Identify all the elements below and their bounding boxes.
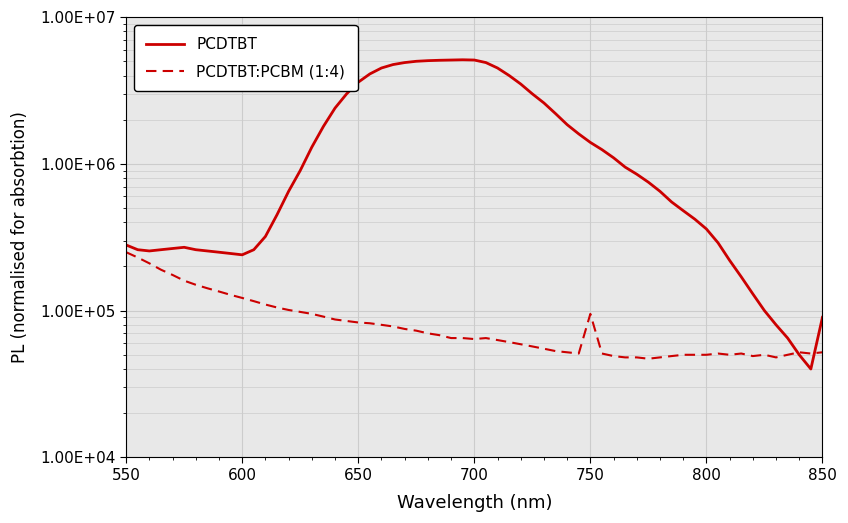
PCDTBT:PCBM (1:4) bbox=[538, 346, 549, 352]
PCDTBT bbox=[260, 233, 271, 240]
PCDTBT:PCBM (1:4) bbox=[121, 249, 131, 255]
PCDTBT bbox=[806, 366, 816, 372]
PCDTBT:PCBM (1:4) bbox=[736, 350, 746, 357]
PCDTBT bbox=[365, 71, 375, 77]
X-axis label: Wavelength (nm): Wavelength (nm) bbox=[397, 494, 552, 512]
Line: PCDTBT:PCBM (1:4): PCDTBT:PCBM (1:4) bbox=[126, 252, 823, 359]
Y-axis label: PL (normalised for absorbtion): PL (normalised for absorbtion) bbox=[11, 111, 29, 363]
PCDTBT bbox=[458, 56, 468, 63]
PCDTBT:PCBM (1:4) bbox=[644, 356, 654, 362]
PCDTBT bbox=[121, 242, 131, 248]
PCDTBT bbox=[550, 110, 561, 117]
PCDTBT:PCBM (1:4) bbox=[260, 301, 271, 308]
PCDTBT:PCBM (1:4) bbox=[817, 349, 828, 356]
PCDTBT bbox=[283, 188, 293, 195]
PCDTBT:PCBM (1:4) bbox=[365, 320, 375, 326]
PCDTBT:PCBM (1:4) bbox=[283, 307, 293, 313]
PCDTBT bbox=[736, 274, 746, 280]
PCDTBT bbox=[817, 314, 828, 321]
PCDTBT bbox=[504, 72, 514, 78]
Line: PCDTBT: PCDTBT bbox=[126, 60, 823, 369]
Legend: PCDTBT, PCDTBT:PCBM (1:4): PCDTBT, PCDTBT:PCBM (1:4) bbox=[134, 25, 358, 92]
PCDTBT:PCBM (1:4) bbox=[493, 337, 503, 343]
